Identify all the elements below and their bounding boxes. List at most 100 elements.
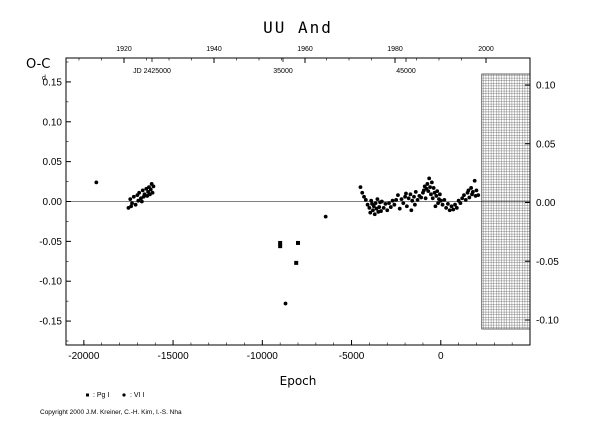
y-right-axis-ticks: 0.10 0.05 0.00 -0.05 -0.10 xyxy=(525,81,559,327)
data-point-circle xyxy=(387,201,391,205)
jd-label: 35000 xyxy=(273,68,293,75)
data-point-circle xyxy=(136,198,141,203)
data-point-circle xyxy=(403,194,407,199)
data-point-circle xyxy=(446,201,450,206)
data-point-circle xyxy=(436,201,440,205)
y-tick-label: -0.15 xyxy=(39,317,62,328)
data-point-circle xyxy=(379,209,383,213)
data-point-circle xyxy=(363,198,368,202)
data-point-circle xyxy=(140,188,145,193)
y-tick-label: -0.05 xyxy=(39,237,62,248)
data-point-circle xyxy=(137,190,142,195)
data-point-circle xyxy=(394,198,399,202)
data-point-circle xyxy=(365,202,370,207)
data-point-circle xyxy=(428,185,432,190)
data-point-square xyxy=(294,260,299,265)
data-point-circle xyxy=(129,204,134,209)
data-point-circle xyxy=(413,190,418,194)
data-point-circle xyxy=(388,205,393,209)
data-point-circle xyxy=(385,208,390,213)
x-axis-ticks: -20000 -15000 -10000 -5000 0 xyxy=(65,340,531,362)
y-axis-label: O-C xyxy=(26,57,50,72)
data-point-circle xyxy=(404,191,408,196)
data-points xyxy=(94,176,481,306)
data-point-circle xyxy=(412,202,417,207)
data-point-circle xyxy=(447,208,452,213)
chart-title: UU And xyxy=(263,18,333,37)
top-axis-ticks: 1920 1940 1960 1980 2000 JD 2425000 35000 45000 xyxy=(78,46,494,75)
data-point-circle xyxy=(396,193,400,198)
jd-label: JD 2425000 xyxy=(133,68,171,75)
legend-label-vi: : VI I xyxy=(130,392,144,399)
x-tick-label: -5000 xyxy=(339,351,365,362)
legend: : Pg I : VI I xyxy=(86,392,144,399)
data-point-circle xyxy=(429,192,433,197)
data-point-circle xyxy=(462,193,466,198)
data-point-circle xyxy=(371,204,376,209)
data-point-circle xyxy=(426,189,431,194)
data-point-circle xyxy=(472,178,477,183)
y-right-tick-label: -0.05 xyxy=(536,257,559,268)
data-point-circle xyxy=(410,198,415,203)
y-tick-label: 0.05 xyxy=(43,157,63,168)
data-point-circle xyxy=(412,194,416,199)
data-point-circle xyxy=(283,301,288,306)
y-right-tick-label: 0.00 xyxy=(536,198,556,209)
y-axis-unit: d xyxy=(42,75,46,82)
data-point-circle xyxy=(429,180,434,185)
top-year-label: 1920 xyxy=(116,46,132,53)
data-point-circle xyxy=(360,190,365,195)
data-point-circle xyxy=(444,205,449,210)
data-point-circle xyxy=(133,202,138,207)
jd-label: 45000 xyxy=(396,68,416,75)
data-point-circle xyxy=(470,190,475,194)
data-point-circle xyxy=(323,214,328,219)
data-point-circle xyxy=(449,204,454,209)
data-point-circle xyxy=(139,199,144,204)
data-point-circle xyxy=(427,176,432,181)
data-point-circle xyxy=(460,196,465,201)
data-point-circle xyxy=(419,195,424,200)
data-point-square xyxy=(278,240,283,245)
y-axis-ticks: 0.15 0.10 0.05 0.00 -0.05 -0.10 -0.15 xyxy=(39,61,71,342)
x-tick-label: -20000 xyxy=(68,351,100,362)
top-year-label: 1980 xyxy=(387,46,403,53)
data-point-circle xyxy=(372,212,377,217)
y-tick-label: -0.10 xyxy=(39,277,62,288)
data-point-circle xyxy=(466,188,471,193)
x-axis-label: Epoch xyxy=(280,374,317,388)
data-point-circle xyxy=(375,197,380,202)
data-point-circle xyxy=(379,199,384,204)
data-point-circle xyxy=(440,202,445,207)
data-point-circle xyxy=(453,202,457,207)
data-point-circle xyxy=(362,194,366,199)
data-point-circle xyxy=(399,197,404,202)
data-point-circle xyxy=(435,189,440,194)
data-point-circle xyxy=(454,205,459,210)
data-point-circle xyxy=(128,197,133,202)
x-tick-label: -10000 xyxy=(247,351,279,362)
data-point-circle xyxy=(408,192,413,197)
data-point-circle xyxy=(425,182,430,186)
data-point-circle xyxy=(442,198,447,202)
legend-label-pg: : Pg I xyxy=(93,392,109,399)
data-point-circle xyxy=(381,205,386,210)
data-point-circle xyxy=(438,198,443,203)
data-point-circle xyxy=(474,188,479,193)
y-right-tick-label: 0.10 xyxy=(536,81,556,92)
data-point-circle xyxy=(383,201,388,206)
data-point-circle xyxy=(434,194,439,198)
data-point-circle xyxy=(373,201,378,205)
x-tick-label: -15000 xyxy=(158,351,190,362)
top-year-label: 2000 xyxy=(478,46,494,53)
data-point-circle xyxy=(401,201,406,205)
y-tick-label: 0.10 xyxy=(43,117,63,128)
data-point-circle xyxy=(451,207,456,212)
data-point-circle xyxy=(367,205,372,210)
data-point-circle xyxy=(390,198,395,203)
data-point-circle xyxy=(148,187,153,192)
data-point-circle xyxy=(406,196,411,201)
data-point-circle xyxy=(94,180,99,185)
data-point-circle xyxy=(404,204,409,209)
